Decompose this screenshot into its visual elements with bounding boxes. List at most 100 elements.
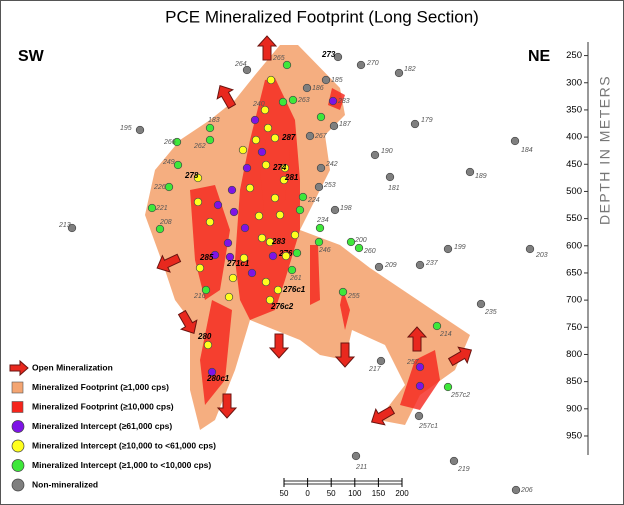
drill-hole (250, 115, 260, 125)
hole-label: 237 (425, 260, 439, 267)
drill-hole (270, 133, 280, 143)
hole-label: 283 (337, 98, 350, 105)
drill-hole (265, 237, 275, 247)
direction-label: SW (18, 48, 45, 65)
hole-label: 211 (355, 464, 367, 471)
drill-hole (275, 210, 285, 220)
hole-label: 195 (120, 125, 132, 132)
hole-label: 242 (325, 161, 338, 168)
tick-label: 550 (566, 213, 582, 224)
drill-hole (205, 123, 215, 133)
legend-swatch (11, 401, 24, 413)
hole-label: 184 (521, 147, 533, 154)
drill-hole (354, 243, 364, 253)
legend-label: Mineralized Intercept (≥10,000 to <61,00… (32, 440, 216, 450)
drill-hole (254, 211, 264, 221)
drill-hole (279, 175, 289, 185)
drill-hole (476, 299, 486, 309)
hole-label: 216 (193, 293, 206, 300)
drill-hole (260, 105, 270, 115)
drill-hole (270, 193, 280, 203)
drill-hole (67, 223, 77, 233)
drill-hole (314, 237, 324, 247)
hole-label: 234 (316, 217, 329, 224)
drill-hole (265, 295, 275, 305)
drill-hole (257, 233, 267, 243)
drill-hole (261, 277, 271, 287)
drill-hole (240, 223, 250, 233)
footprint (145, 45, 470, 430)
hole-label: 209 (384, 262, 397, 269)
hole-label: 182 (404, 66, 416, 73)
hole-label: 276c2 (270, 302, 294, 311)
drill-hole (205, 217, 215, 227)
hole-label: 260 (363, 248, 376, 255)
drill-hole (385, 172, 395, 182)
drill-hole (351, 451, 361, 461)
legend-swatch (11, 420, 25, 433)
legend-swatch (11, 439, 25, 453)
hole-label: 280c1 (206, 374, 230, 383)
tick-label: 950 (566, 430, 582, 441)
drill-hole (321, 75, 331, 85)
hole-label: 183 (208, 117, 220, 124)
tick-label: 150 (372, 489, 386, 498)
drill-hole (245, 183, 255, 193)
drill-hole (295, 205, 305, 215)
legend-label: Open Mineralization (32, 362, 113, 372)
drill-hole (282, 60, 292, 70)
hole-label: 200 (354, 237, 367, 244)
drill-hole (415, 260, 425, 270)
drill-hole (261, 160, 271, 170)
drill-hole (251, 135, 261, 145)
drill-hole (346, 237, 356, 247)
hole-label: 240 (252, 101, 265, 108)
hole-label: 179 (421, 117, 433, 124)
hole-label: 271c1 (226, 259, 250, 268)
drill-hole (242, 65, 252, 75)
drill-hole (511, 485, 521, 495)
hole-label: 226 (153, 184, 166, 191)
drill-hole (316, 112, 326, 122)
drill-hole (205, 135, 215, 145)
depth-axis: DEPTH IN METERS 250 300 350 400 450 500 550 600… (566, 42, 613, 455)
scale-bar-body (283, 480, 403, 485)
hole-label: 266 (163, 139, 176, 146)
drill-hole (147, 203, 157, 213)
tick-label: 900 (566, 403, 582, 414)
map-title: PCE Mineralized Footprint (Long Section) (165, 7, 479, 26)
drill-hole (225, 252, 235, 262)
hole-label: 189 (475, 173, 487, 180)
drill-hole (288, 95, 298, 105)
tick-label: 350 (566, 104, 582, 115)
hole-label: 267 (314, 133, 328, 140)
hole-label: 235 (484, 309, 497, 316)
tick-label: 800 (566, 349, 582, 360)
drill-hole (333, 52, 343, 62)
hole-label: 246 (318, 247, 331, 254)
tick-label: 700 (566, 295, 582, 306)
drill-hole (394, 68, 404, 78)
legend-label: Mineralized Intercept (≥61,000 cps) (32, 421, 172, 431)
hole-label: 208 (159, 219, 172, 226)
hole-label: 253 (323, 182, 336, 189)
hole-label: 181 (388, 185, 400, 192)
hole-label: 198 (340, 205, 352, 212)
axis-title: DEPTH IN METERS (597, 75, 613, 225)
drill-hole (330, 205, 340, 215)
drill-hole (228, 273, 238, 283)
drill-hole (465, 167, 475, 177)
drill-hole (210, 250, 220, 260)
hole-label: 287 (281, 133, 296, 142)
legend-label: Mineralized Footprint (≥1,000 cps) (32, 382, 169, 392)
hole-label: 199 (454, 244, 466, 251)
drill-hole (443, 244, 453, 254)
drill-hole (266, 75, 276, 85)
drill-hole (242, 163, 252, 173)
hole-label: 187 (339, 121, 352, 128)
legend-label: Non-mineralized (32, 479, 98, 489)
tick-label: 200 (395, 489, 409, 498)
drill-hole (414, 411, 424, 421)
hole-label: 281 (284, 173, 299, 182)
